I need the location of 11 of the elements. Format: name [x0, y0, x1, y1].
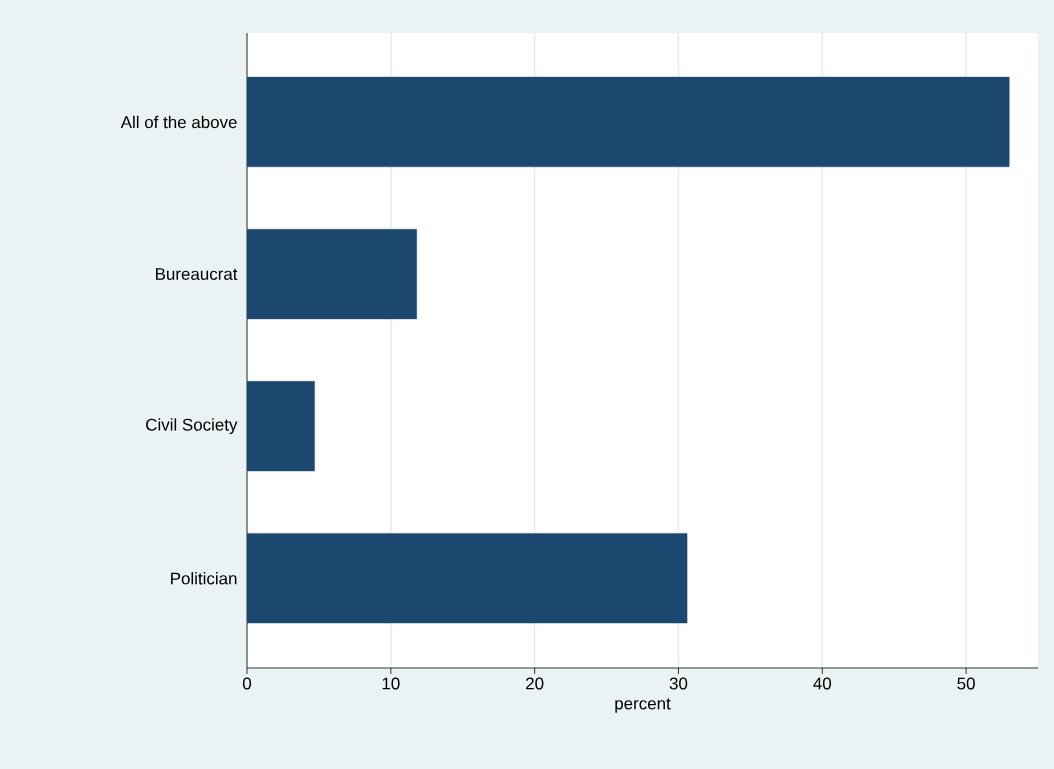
y-tick-label: Civil Society: [146, 418, 238, 435]
x-tick-label: 50: [957, 677, 975, 690]
x-tick-label: 30: [669, 677, 688, 690]
y-tick-label: Politician: [171, 572, 237, 585]
x-tick-label: 20: [526, 677, 544, 690]
x-axis-title: percent: [615, 698, 671, 713]
x-tick-label: 40: [813, 677, 832, 690]
x-tick-label: 10: [382, 677, 400, 690]
y-tick-label: All of the above: [120, 115, 237, 129]
x-tick-label: 0: [242, 677, 252, 690]
y-tick-label: Bureaucrat: [156, 268, 238, 280]
